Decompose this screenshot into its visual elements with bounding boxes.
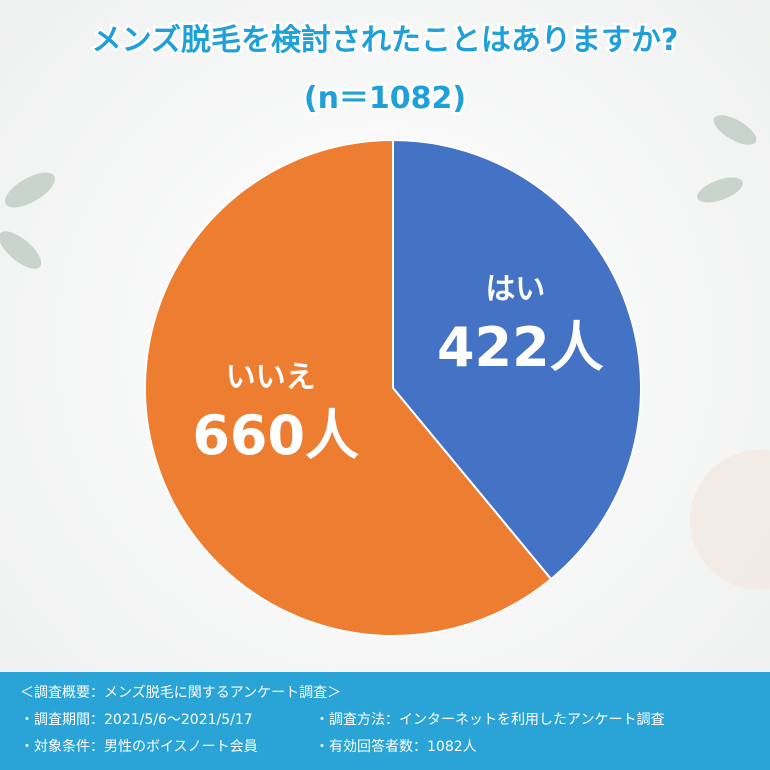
footer-heading: ＜調査概要：メンズ脱毛に関するアンケート調査＞ xyxy=(20,685,341,701)
pie-slice xyxy=(144,138,553,637)
footer-item: ・調査期間：2021/5/6〜2021/5/17 xyxy=(20,712,253,728)
chart-title: メンズ脱毛を検討されたことはありますか? xyxy=(92,23,679,58)
footer-item: ・有効回答者数：1082人 xyxy=(315,738,477,755)
footer-item: ・対象条件：男性のボイスノート会員 xyxy=(20,738,258,755)
pie-slice xyxy=(392,138,642,581)
chart-subtitle: (n＝1082) xyxy=(304,81,466,116)
decoration xyxy=(690,450,770,590)
decoration xyxy=(0,115,757,269)
slice-category-label: いいえ xyxy=(226,360,316,395)
footer-item: ・調査方法：インターネットを利用したアンケート調査 xyxy=(315,712,664,728)
slice-value-label: 660人 xyxy=(192,404,359,467)
slice-value-label: 422人 xyxy=(437,316,604,379)
slice-category-label: はい xyxy=(485,272,545,307)
footer-bar xyxy=(0,672,770,770)
